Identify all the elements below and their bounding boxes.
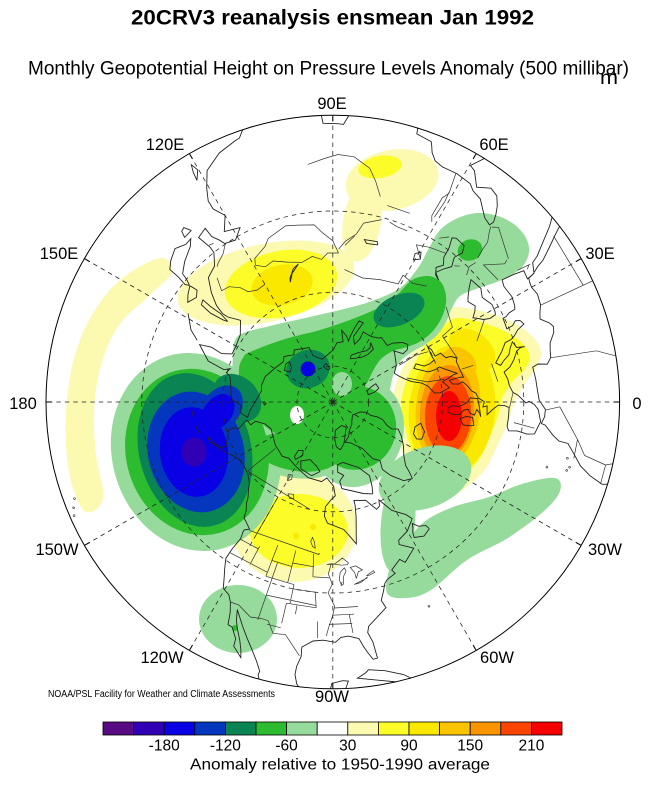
svg-text:60W: 60W bbox=[480, 649, 514, 667]
svg-text:120W: 120W bbox=[140, 649, 184, 667]
svg-text:-120: -120 bbox=[210, 738, 241, 755]
svg-text:-180: -180 bbox=[149, 738, 180, 755]
svg-text:90W: 90W bbox=[315, 688, 349, 706]
svg-text:20CRV3 reanalysis ensmean Jan: 20CRV3 reanalysis ensmean Jan 1992 bbox=[131, 6, 534, 30]
svg-text:-60: -60 bbox=[275, 738, 298, 755]
svg-text:90E: 90E bbox=[317, 95, 346, 113]
svg-text:180: 180 bbox=[9, 395, 37, 413]
svg-text:120E: 120E bbox=[146, 136, 185, 154]
svg-text:150: 150 bbox=[457, 738, 483, 755]
svg-text:30E: 30E bbox=[585, 245, 614, 263]
svg-text:NOAA/PSL Facility for Weather: NOAA/PSL Facility for Weather and Climat… bbox=[48, 689, 275, 700]
svg-text:0: 0 bbox=[632, 395, 641, 413]
svg-text:150W: 150W bbox=[35, 541, 79, 559]
svg-text:90: 90 bbox=[400, 738, 418, 755]
svg-text:60E: 60E bbox=[479, 136, 508, 154]
svg-text:150E: 150E bbox=[40, 245, 79, 263]
svg-text:30W: 30W bbox=[588, 541, 622, 559]
svg-text:210: 210 bbox=[518, 738, 544, 755]
svg-text:30: 30 bbox=[339, 738, 357, 755]
svg-text:m: m bbox=[600, 68, 618, 89]
svg-text:Monthly Geopotential Height on: Monthly Geopotential Height on Pressure … bbox=[28, 59, 629, 80]
svg-text:Anomaly relative to 1950-1990: Anomaly relative to 1950-1990 average bbox=[190, 757, 490, 774]
